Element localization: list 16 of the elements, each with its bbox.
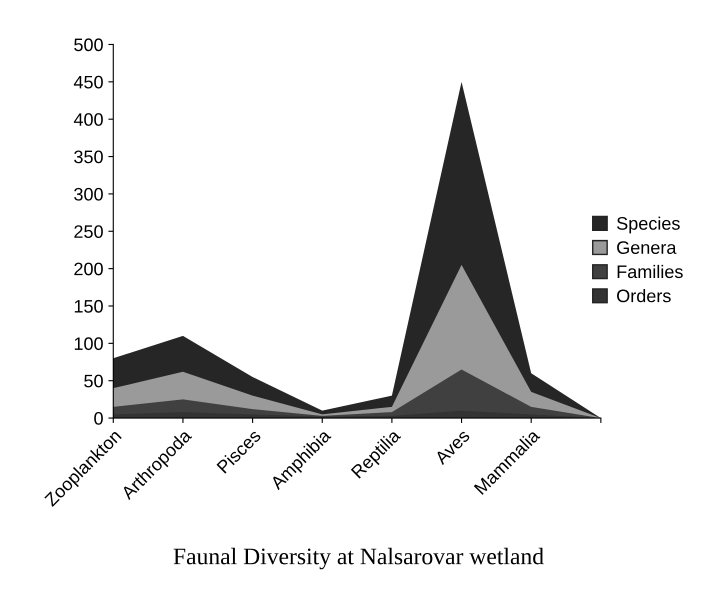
y-tick-label: 450 xyxy=(74,76,103,89)
legend-label: Genera xyxy=(617,241,676,254)
y-tick-label: 0 xyxy=(94,412,103,425)
y-tick-label: 250 xyxy=(74,225,103,238)
y-tick-label: 500 xyxy=(74,38,103,52)
text: Faunal Diversity at Nalsarovar wetland xyxy=(174,548,544,570)
y-tick-label: 50 xyxy=(84,374,103,388)
legend-label: Species xyxy=(617,216,680,234)
y-tick-label: 200 xyxy=(74,262,103,276)
y-tick-label: 400 xyxy=(74,113,103,126)
y-tick-label: 300 xyxy=(74,188,103,201)
y-tick-label: 350 xyxy=(74,150,103,164)
y-tick-label: 100 xyxy=(74,337,103,350)
y-tick-label: 150 xyxy=(74,300,103,313)
legend-label: Families xyxy=(618,264,683,278)
legend-label: Orders xyxy=(617,289,671,302)
